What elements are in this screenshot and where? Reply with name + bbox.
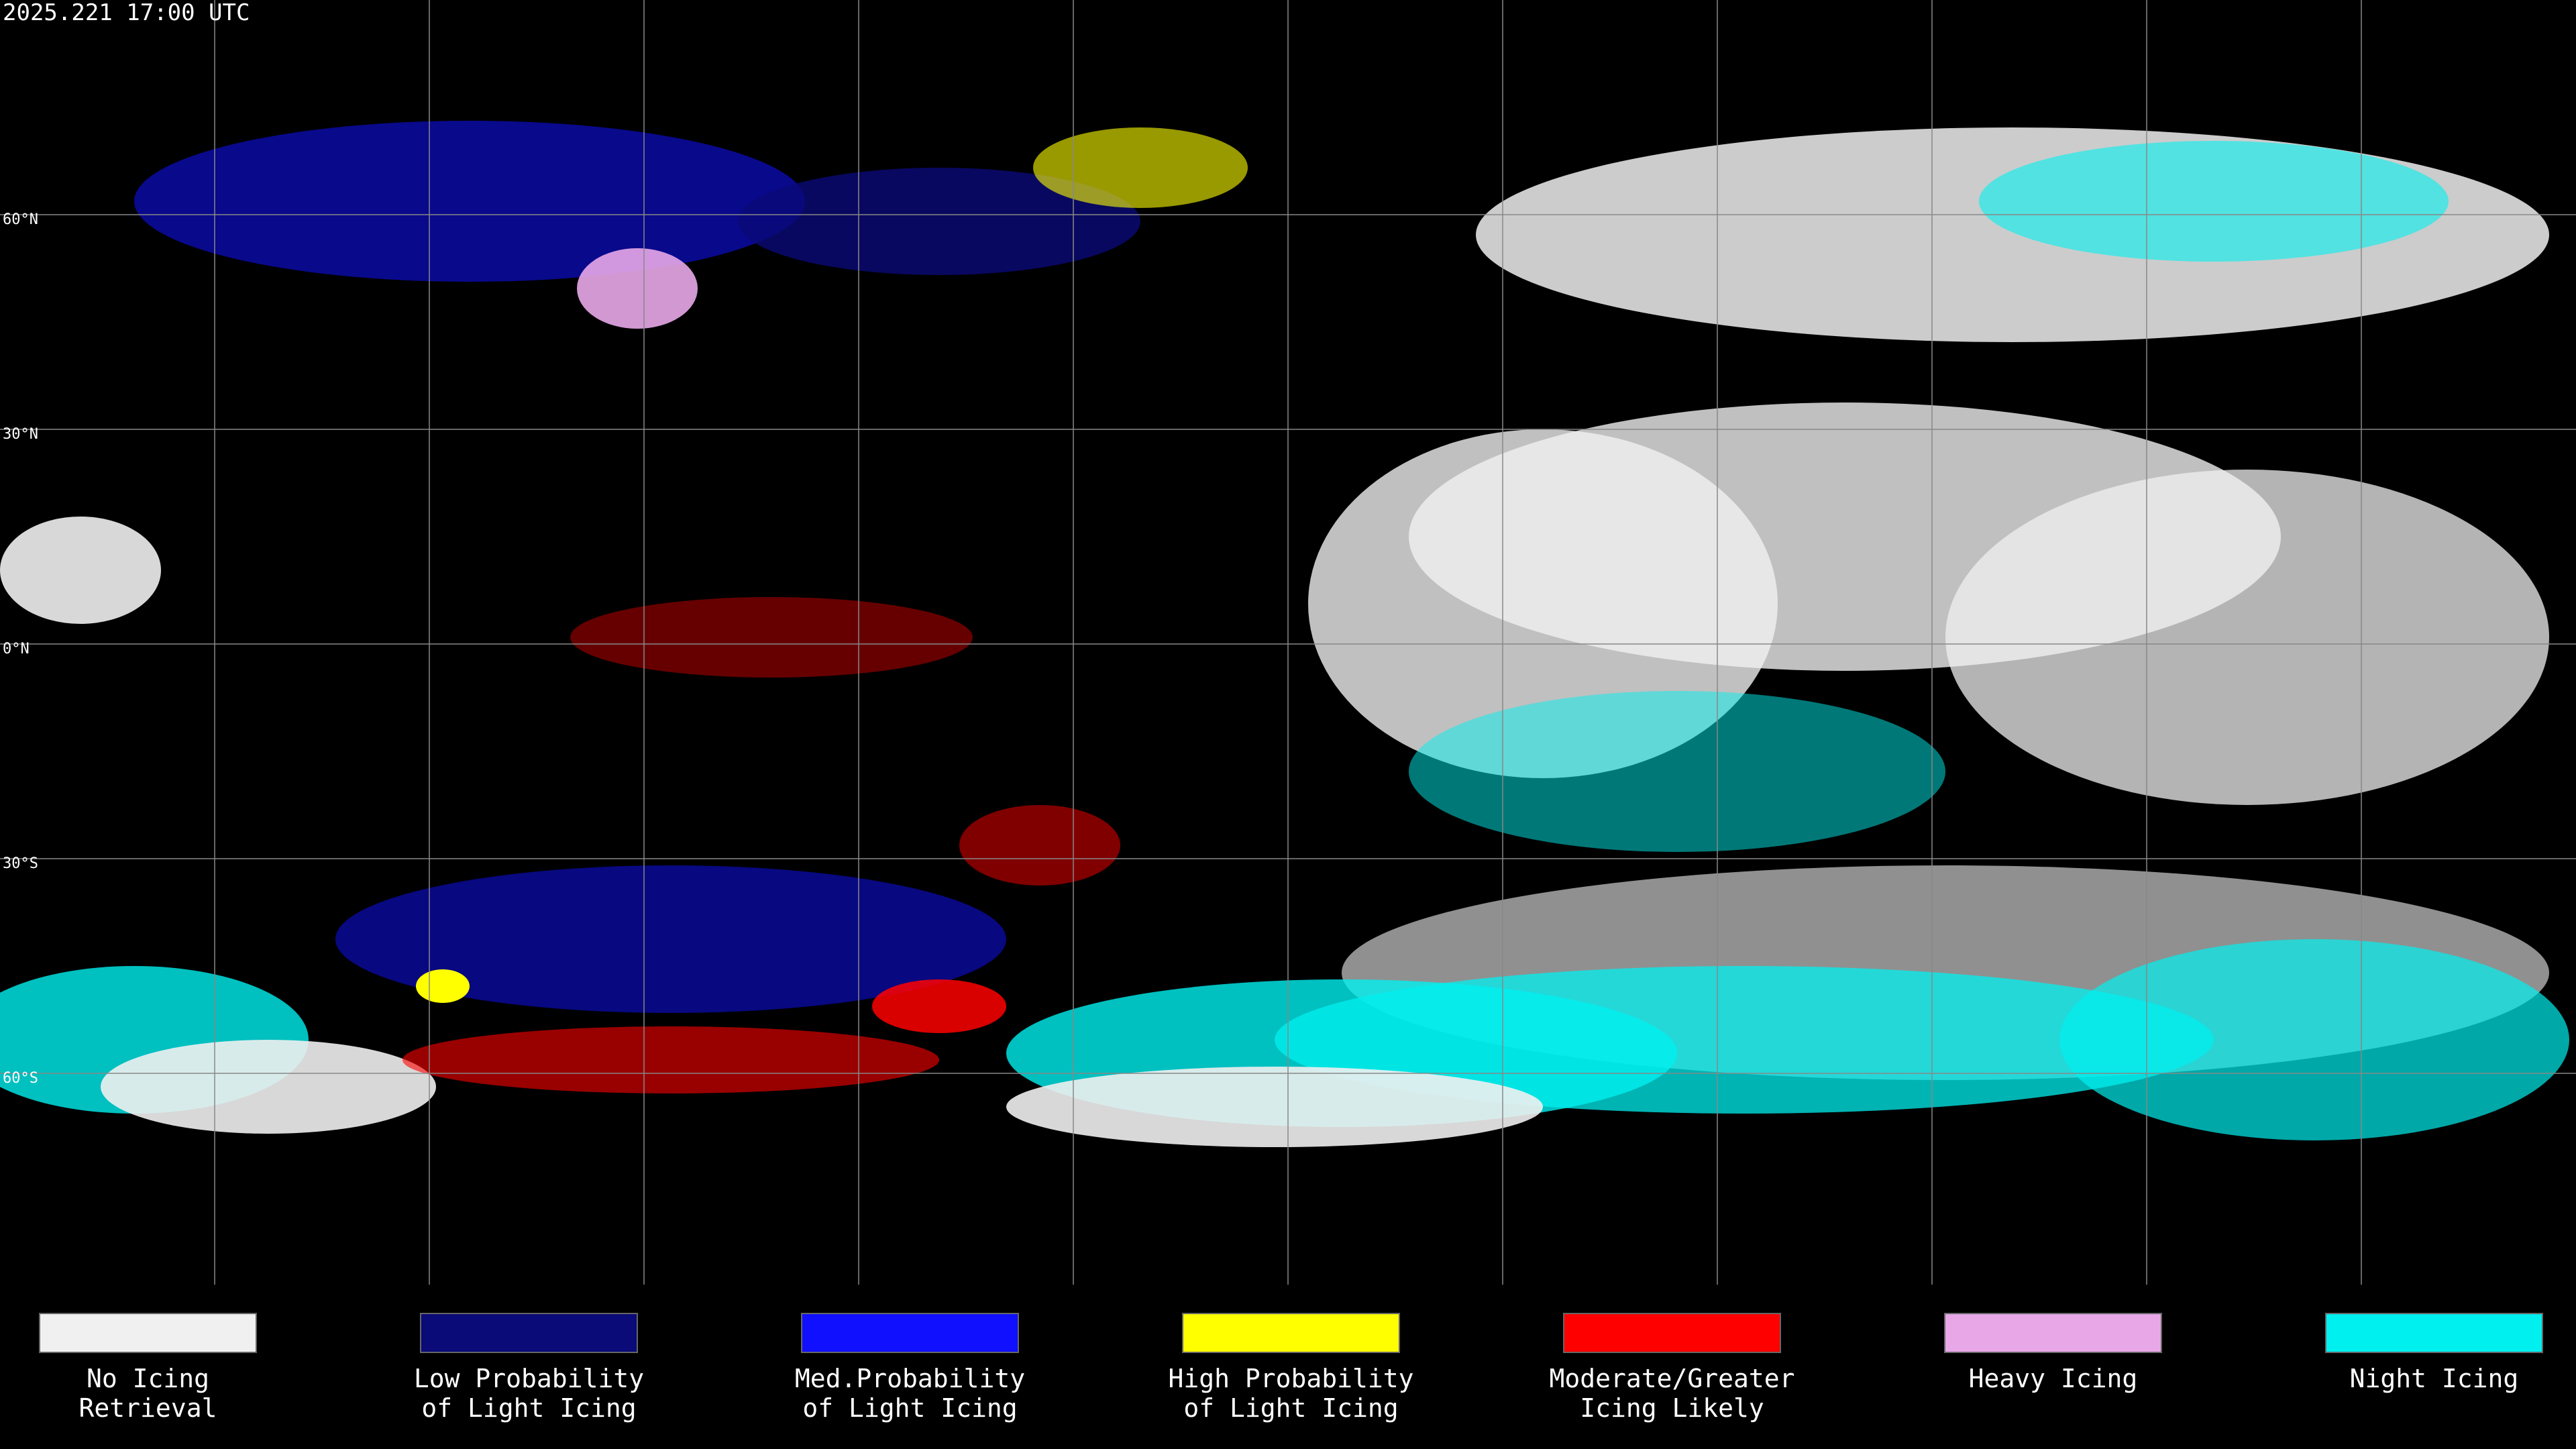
legend-swatch	[1944, 1313, 2162, 1353]
legend-label: Night Icing	[2350, 1364, 2519, 1393]
legend-label: of Light Icing	[802, 1393, 1017, 1423]
legend-swatch	[801, 1313, 1019, 1353]
legend-label: of Light Icing	[421, 1393, 636, 1423]
lat-label: 30°N	[3, 426, 38, 443]
legend-label: of Light Icing	[1183, 1393, 1398, 1423]
lat-label: 30°S	[3, 855, 38, 872]
timestamp: 2025.221 17:00 UTC	[3, 0, 250, 26]
legend-label: No Icing	[87, 1364, 209, 1393]
cloud-layer	[0, 121, 2569, 1147]
legend-label: Icing Likely	[1580, 1393, 1764, 1423]
legend-swatch	[2325, 1313, 2543, 1353]
legend-label: High Probability	[1168, 1364, 1413, 1393]
legend-label: Low Probability	[414, 1364, 644, 1393]
legend-swatch	[1182, 1313, 1400, 1353]
legend-label: Retrieval	[79, 1393, 217, 1423]
legend-swatch	[420, 1313, 638, 1353]
lat-label: 60°S	[3, 1070, 38, 1087]
legend-label: Heavy Icing	[1969, 1364, 2138, 1393]
legend-swatch	[1563, 1313, 1781, 1353]
legend-label: Med.Probability	[795, 1364, 1025, 1393]
lat-label: 0°N	[3, 641, 30, 657]
legend-swatch	[39, 1313, 257, 1353]
legend-label: Moderate/Greater	[1549, 1364, 1794, 1393]
graticule	[0, 0, 2576, 1285]
lat-label: 60°N	[3, 211, 38, 228]
